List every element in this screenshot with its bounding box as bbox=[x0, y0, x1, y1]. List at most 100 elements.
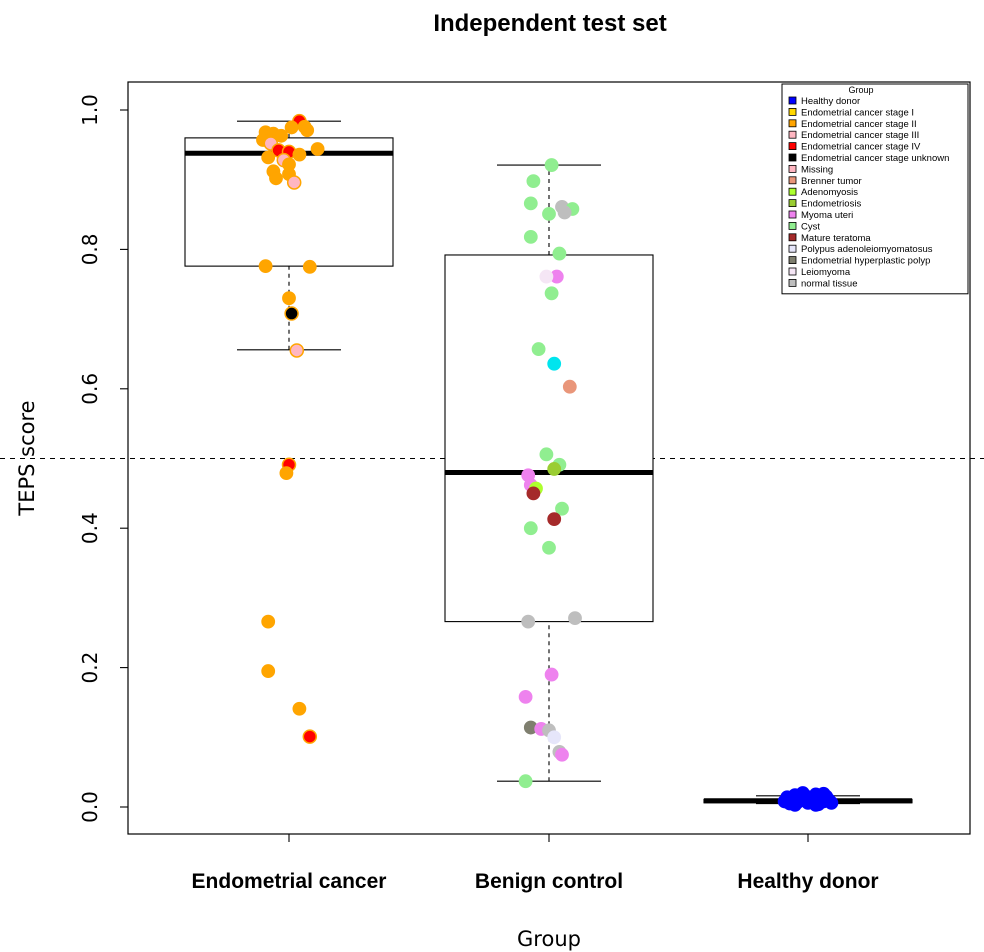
x-tick-label: Endometrial cancer bbox=[192, 870, 387, 893]
legend-entry: Endometrial cancer stage III bbox=[801, 130, 919, 141]
legend-entry: Healthy donor bbox=[801, 96, 860, 107]
data-point bbox=[269, 171, 283, 186]
data-point bbox=[258, 259, 273, 274]
legend-entry: Endometrial cancer stage I bbox=[801, 107, 914, 118]
data-point bbox=[562, 379, 577, 394]
legend-entry: Brenner tumor bbox=[801, 176, 862, 187]
data-point bbox=[284, 306, 299, 321]
legend-entry: normal tissue bbox=[801, 278, 858, 289]
chart-title: Independent test set bbox=[433, 10, 666, 37]
data-point bbox=[289, 343, 305, 358]
legend-swatch bbox=[788, 233, 797, 242]
y-axis: 0.0 0.2 0.4 0.6 0.8 1.0 bbox=[78, 94, 129, 823]
data-point bbox=[292, 701, 307, 716]
data-point bbox=[523, 196, 538, 211]
data-point bbox=[547, 356, 562, 371]
legend-entry: Endometrial cancer stage II bbox=[801, 119, 917, 130]
y-tick-label: 0.0 bbox=[78, 791, 102, 823]
legend-swatch bbox=[788, 267, 797, 276]
legend-swatch bbox=[788, 153, 797, 162]
legend-swatch bbox=[788, 187, 797, 196]
data-point bbox=[274, 128, 289, 143]
x-axis-label: Group bbox=[517, 927, 581, 951]
data-point bbox=[568, 611, 582, 626]
data-point bbox=[547, 730, 562, 745]
legend-swatch bbox=[788, 210, 797, 219]
data-point bbox=[542, 206, 556, 221]
legend-swatch bbox=[788, 119, 797, 128]
x-tick-label: Benign control bbox=[475, 870, 623, 893]
legend-entry: Mature teratoma bbox=[801, 233, 871, 244]
data-point bbox=[523, 521, 538, 536]
data-point bbox=[521, 614, 536, 629]
data-point bbox=[552, 246, 567, 261]
legend-entry: Missing bbox=[801, 164, 833, 175]
data-point bbox=[808, 798, 823, 812]
data-point bbox=[292, 147, 307, 162]
data-point bbox=[555, 501, 569, 516]
y-tick-label: 0.8 bbox=[78, 233, 102, 265]
data-point bbox=[539, 269, 554, 284]
points-layer bbox=[256, 113, 839, 812]
y-tick-label: 0.4 bbox=[78, 512, 102, 544]
legend-swatch bbox=[788, 164, 797, 173]
data-point bbox=[824, 795, 839, 810]
data-point bbox=[531, 342, 546, 356]
y-tick-label: 0.6 bbox=[78, 373, 102, 405]
data-point bbox=[300, 123, 315, 138]
legend-entry: Myoma uteri bbox=[801, 210, 853, 221]
data-point bbox=[539, 447, 554, 462]
data-point bbox=[816, 786, 831, 801]
y-axis-label: TEPS score bbox=[15, 400, 39, 516]
legend-swatch bbox=[788, 176, 797, 185]
box-1 bbox=[444, 164, 654, 782]
data-point bbox=[788, 798, 802, 812]
data-point bbox=[284, 120, 299, 135]
data-point bbox=[544, 667, 559, 682]
data-point bbox=[286, 175, 302, 190]
y-tick-label: 1.0 bbox=[78, 94, 102, 126]
legend-swatch bbox=[788, 278, 797, 287]
legend-entry: Polypus adenoleiomyomatosus bbox=[801, 244, 933, 255]
data-point bbox=[523, 229, 538, 244]
x-axis: Endometrial cancer Benign control Healthy … bbox=[192, 834, 879, 893]
legend-entry: Endometrial hyperplastic polyp bbox=[801, 256, 930, 267]
data-point bbox=[261, 150, 276, 165]
legend-swatch bbox=[788, 244, 797, 253]
data-point bbox=[518, 689, 533, 704]
data-point bbox=[310, 142, 325, 156]
data-point bbox=[261, 664, 276, 678]
data-point bbox=[282, 291, 296, 306]
data-point bbox=[555, 747, 569, 762]
legend-box bbox=[781, 83, 969, 295]
legend-swatch bbox=[788, 199, 797, 208]
legend-swatch bbox=[788, 96, 797, 105]
legend-entry: Endometrial cancer stage unknown bbox=[801, 153, 949, 164]
legend-swatch bbox=[788, 108, 797, 116]
data-point bbox=[547, 512, 562, 527]
data-point bbox=[518, 774, 533, 789]
data-point bbox=[279, 466, 294, 481]
x-tick-label: Healthy donor bbox=[737, 870, 878, 893]
data-point bbox=[526, 174, 541, 188]
data-point bbox=[526, 486, 541, 501]
legend-entry: Endometrial cancer stage IV bbox=[801, 142, 921, 153]
data-point bbox=[547, 462, 562, 476]
legend-entry: Adenomyosis bbox=[801, 187, 858, 198]
data-point bbox=[542, 540, 556, 555]
data-point bbox=[795, 786, 810, 800]
data-point bbox=[302, 729, 318, 744]
data-point bbox=[261, 614, 276, 629]
data-point bbox=[544, 158, 559, 172]
legend-entry: Endometriosis bbox=[801, 199, 861, 210]
legend-entry: Cyst bbox=[801, 221, 820, 232]
legend-title: Group bbox=[848, 85, 873, 95]
legend-swatch bbox=[788, 221, 797, 230]
legend-swatch bbox=[788, 256, 797, 265]
y-tick-label: 0.2 bbox=[78, 652, 102, 684]
data-point bbox=[544, 286, 559, 301]
legend-swatch bbox=[788, 130, 797, 139]
data-point bbox=[302, 259, 317, 274]
